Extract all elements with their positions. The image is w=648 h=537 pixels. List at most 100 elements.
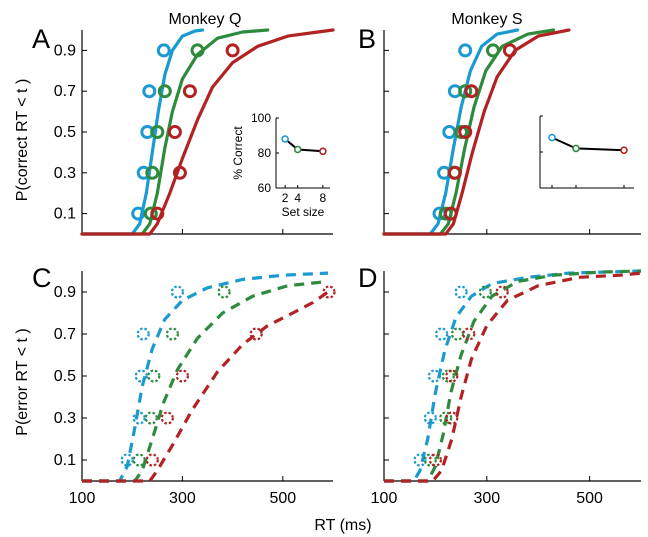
point-set-2-d	[427, 369, 441, 383]
panel-letter-c: C	[32, 263, 52, 293]
inset-line-a	[284, 138, 323, 153]
inset-point-set-8-b	[620, 146, 628, 154]
inset-point-set-2-a	[281, 135, 289, 143]
point-set-8-a	[172, 165, 187, 180]
point-set-8-d	[445, 411, 459, 425]
point-set-4-c	[144, 411, 158, 425]
point-set-8-b	[447, 165, 462, 180]
y-tick-label-c: 0.5	[54, 368, 76, 385]
inset-b	[539, 115, 634, 189]
panel-c: 0.1 0.3 0.5 0.7 0.9 100 300 500	[54, 271, 336, 507]
inset-point-set-4-a	[293, 145, 302, 154]
point-set-8-b	[464, 84, 479, 99]
point-set-2-c	[170, 285, 184, 299]
point-set-2-d	[454, 285, 468, 299]
point-set-4-c	[165, 327, 179, 341]
point-set-4-c	[132, 453, 146, 467]
point-set-2-a	[142, 84, 157, 99]
y-tick-label-c: 0.9	[54, 284, 76, 301]
point-set-2-d	[413, 453, 427, 467]
point-set-2-d	[435, 327, 449, 341]
curve-set-4-a	[80, 28, 270, 236]
point-set-2-d	[423, 411, 437, 425]
point-set-4-a	[190, 43, 205, 58]
x-tick-label-c: 100	[69, 490, 96, 507]
y-tick-label-a: 0.1	[54, 206, 76, 223]
curve-set-4-d	[384, 269, 642, 483]
curve-set-4-c	[82, 279, 329, 483]
point-set-4-a	[145, 165, 160, 180]
curve-set-2-c	[82, 271, 329, 483]
point-set-2-c	[136, 327, 150, 341]
point-set-2-a	[136, 165, 151, 180]
point-set-4-d	[441, 369, 455, 383]
point-set-4-b	[458, 84, 473, 99]
point-set-4-b	[438, 206, 453, 221]
y-tick-label-a: 0.9	[54, 42, 76, 59]
point-set-2-b	[458, 43, 473, 58]
point-set-8-c	[175, 369, 189, 383]
point-set-4-c	[217, 285, 231, 299]
point-set-4-a	[157, 84, 172, 99]
point-set-8-d	[428, 453, 442, 467]
inset-x-tick-label: 2	[282, 191, 289, 205]
y-tick-label-a: 0.5	[54, 124, 76, 141]
y-tick-label-c: 0.3	[54, 410, 76, 427]
point-set-8-b	[458, 125, 473, 139]
curve-set-2-d	[384, 269, 642, 483]
inset-x-tick-label: 4	[294, 191, 301, 205]
y-axis-label-correct: P(correct RT < t )	[14, 79, 31, 202]
point-set-8-d	[445, 369, 459, 383]
point-set-2-c	[132, 411, 146, 425]
y-tick-label-c: 0.7	[54, 326, 76, 343]
inset-point-set-8-a	[319, 147, 327, 156]
x-tick-label-c: 500	[269, 490, 296, 507]
inset-y-tick-label: 80	[258, 146, 272, 160]
y-tick-label-a: 0.7	[54, 83, 76, 100]
point-set-8-a	[167, 125, 182, 139]
title-monkey-s: Monkey S	[451, 11, 522, 28]
point-set-4-d	[439, 411, 453, 425]
point-set-4-b	[486, 43, 500, 58]
title-monkey-q: Monkey Q	[169, 11, 242, 28]
inset-y-tick-label: 100	[251, 111, 271, 125]
inset-x-tick-label: 8	[320, 191, 327, 205]
x-tick-label-d: 500	[576, 490, 603, 507]
curve-set-4-b	[382, 28, 556, 236]
point-set-4-d	[423, 453, 437, 467]
curve-set-8-b	[382, 28, 571, 236]
point-set-4-d	[478, 285, 492, 299]
inset-point-set-4-b	[572, 144, 580, 153]
curve-set-2-b	[382, 28, 520, 236]
x-tick-label-c: 300	[169, 490, 196, 507]
x-axis-label: RT (ms)	[314, 517, 371, 534]
panel-b	[382, 28, 641, 236]
point-set-2-c	[120, 453, 134, 467]
point-set-8-b	[443, 206, 458, 221]
point-set-8-a	[150, 206, 165, 221]
x-tick-label-d: 100	[371, 490, 398, 507]
point-set-2-a	[156, 43, 171, 58]
curve-set-8-d	[384, 271, 642, 483]
point-set-8-c	[160, 411, 174, 425]
inset-y-label: % Correct	[231, 126, 245, 180]
point-set-2-c	[134, 369, 148, 383]
point-set-4-d	[450, 327, 465, 341]
point-set-8-a	[182, 84, 197, 99]
point-set-4-c	[147, 369, 161, 383]
x-tick-label-d: 300	[473, 490, 500, 507]
curve-set-8-c	[82, 290, 329, 483]
panel-letter-d: D	[358, 263, 378, 293]
y-tick-label-a: 0.3	[54, 165, 76, 182]
y-axis-label-error: P(error RT < t )	[14, 328, 31, 435]
point-set-2-b	[442, 125, 457, 139]
curve-set-8-a	[80, 28, 335, 236]
inset-point-set-2-b	[548, 133, 556, 142]
point-set-8-c	[322, 285, 336, 299]
point-set-8-d	[462, 327, 476, 341]
point-set-4-a	[143, 206, 158, 221]
inset-x-label: Set size	[282, 205, 325, 219]
point-set-2-a	[131, 206, 146, 221]
